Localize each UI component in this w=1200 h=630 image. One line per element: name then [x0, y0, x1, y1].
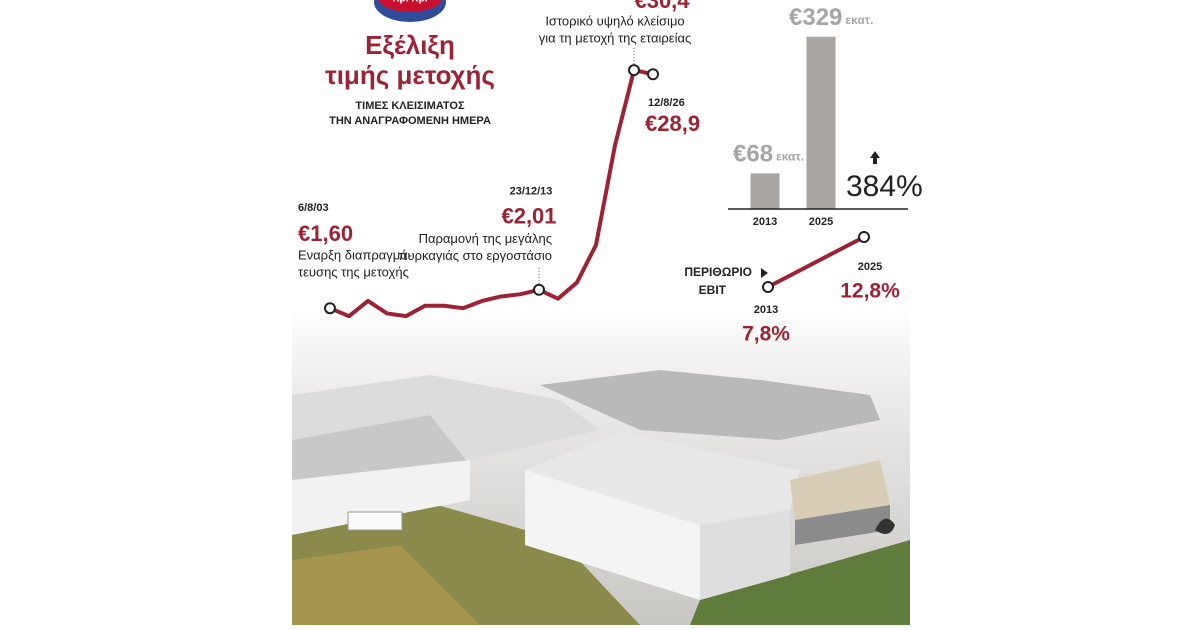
- chart-title: ΠΕΡΙΘΩΡΙΟ: [684, 265, 752, 279]
- building-wall: [292, 460, 470, 535]
- price-line: [329, 68, 654, 319]
- up-arrow-stem: [873, 158, 877, 164]
- bar: [750, 173, 780, 209]
- point-marker: [324, 302, 336, 315]
- chart-subtitle: ΤΙΜΕΣ ΚΛΕΙΣΙΜΑΤΟΣ: [355, 100, 465, 112]
- trees: [690, 540, 910, 625]
- value-label: €68: [733, 141, 773, 168]
- building-wall: [795, 505, 890, 545]
- factory-photo: [292, 305, 910, 625]
- date-label: 6/8/03: [298, 202, 329, 214]
- building-wall: [525, 470, 700, 600]
- value-label: 12,8%: [840, 280, 900, 303]
- annotation: τευσης της μετοχής: [298, 265, 409, 280]
- point-marker: [533, 283, 545, 296]
- building-roof: [525, 432, 800, 525]
- publisher-logo: [875, 518, 895, 534]
- brand-logo: [374, 0, 446, 22]
- pointer-triangle: [761, 268, 768, 278]
- year-label: 2025: [858, 261, 882, 273]
- chart-title: Εξέλιξη: [365, 30, 455, 60]
- building-roof: [790, 460, 890, 520]
- date-label: 23/12/13: [510, 186, 553, 198]
- field: [292, 545, 480, 625]
- annotation: Ιστορικό υψηλό κλείσιμο: [545, 14, 684, 29]
- logo-inner: [378, 0, 442, 12]
- value-label: €1,60: [298, 221, 353, 246]
- value-label: €329: [789, 4, 842, 31]
- change-label: 384%: [846, 170, 923, 203]
- up-arrow: [870, 151, 880, 158]
- annotation: για τη μετοχή της εταιρείας: [539, 31, 692, 46]
- point-marker: [762, 281, 774, 293]
- date-label: 12/8/26: [648, 97, 685, 109]
- point-marker: [647, 68, 659, 81]
- chart-title: EBIT: [699, 283, 727, 297]
- truck: [347, 511, 403, 531]
- brand-name: Κρι Κρι: [392, 0, 427, 5]
- point-marker: [628, 64, 640, 77]
- year-label: 2025: [809, 216, 833, 228]
- unit-label: εκατ.: [776, 150, 804, 164]
- annotation: πυρκαγιάς στο εργοστάσιο: [399, 248, 552, 263]
- value-label: €30,4: [634, 0, 690, 13]
- margin-line: [767, 235, 865, 289]
- year-label: 2013: [754, 304, 778, 316]
- value-label: €2,01: [501, 204, 556, 229]
- unit-label: εκατ.: [845, 13, 873, 27]
- chart-subtitle: ΤΗΝ ΑΝΑΓΡΑΦΟΜΕΝΗ ΗΜΕΡΑ: [329, 115, 491, 127]
- building-wall: [700, 510, 790, 600]
- point-marker: [858, 231, 870, 243]
- annotation: Παραμονή της μεγάλης: [419, 231, 552, 246]
- value-label: 7,8%: [742, 323, 790, 346]
- year-label: 2013: [753, 216, 777, 228]
- chart-title: τιμής μετοχής: [325, 60, 495, 90]
- building-roof: [540, 370, 880, 440]
- value-label: €28,9: [645, 111, 700, 136]
- annotation: Εναρξη διαπραγμά-: [298, 248, 412, 263]
- bar: [806, 36, 836, 210]
